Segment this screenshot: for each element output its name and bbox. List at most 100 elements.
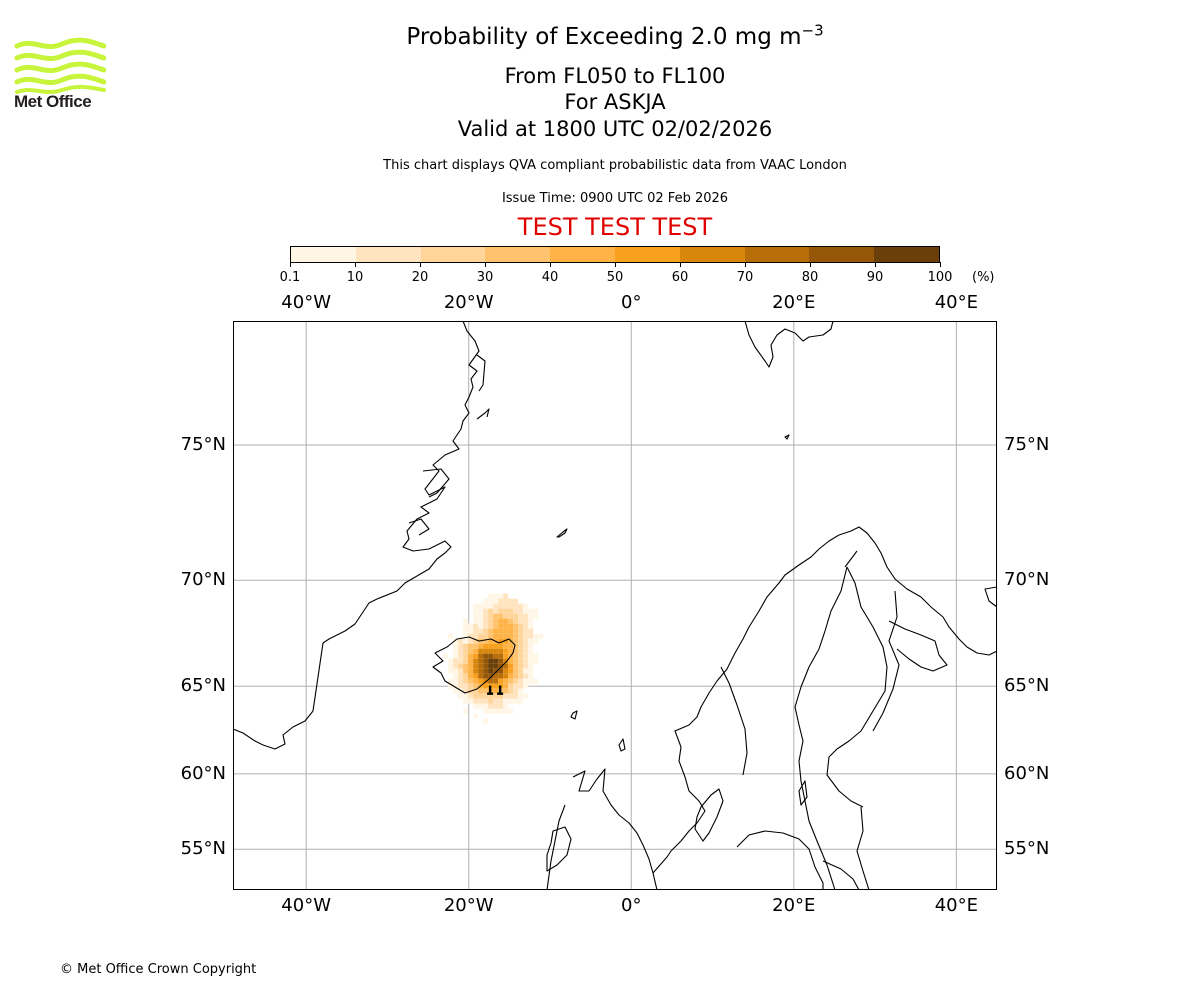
plume-cell: [488, 623, 494, 629]
plume-cell: [473, 673, 479, 679]
plume-cell: [518, 643, 524, 649]
colorbar-tick-mark: [420, 262, 421, 267]
plume-cell: [533, 613, 539, 619]
plume-cell: [513, 658, 519, 664]
plume-cell: [528, 678, 534, 684]
chart-title: Probability of Exceeding 2.0 mg m−3: [0, 23, 1200, 50]
latitude-label-right: 75°N: [1004, 434, 1050, 456]
plume-cell: [463, 688, 469, 694]
probability-map: [233, 321, 997, 890]
plume-cell: [488, 608, 494, 614]
plume-cell: [513, 668, 519, 674]
plume-cell: [478, 648, 484, 654]
plume-cell: [513, 623, 519, 629]
title-main: Probability of Exceeding 2.0 mg m: [406, 24, 802, 50]
plume-cell: [503, 618, 509, 624]
plume-cell: [483, 648, 489, 654]
plume-cell: [533, 653, 539, 659]
longitude-label-top: 20°W: [443, 292, 494, 313]
plume-cell: [488, 653, 494, 659]
colorbar-tick-label: 80: [801, 270, 819, 285]
plume-cell: [493, 628, 499, 634]
border-baltics-east: [856, 806, 870, 890]
plume-cell: [488, 658, 494, 664]
plume-cell: [473, 668, 479, 674]
plume-cell: [443, 653, 449, 659]
longitude-label-top: 0°: [621, 292, 642, 313]
plume-cell: [518, 603, 524, 609]
plume-cell: [513, 618, 519, 624]
plume-cell: [498, 658, 504, 664]
coastline-great-britain: [572, 768, 658, 890]
plume-cell: [483, 598, 489, 604]
plume-cell: [448, 658, 454, 664]
plume-cell: [533, 678, 539, 684]
plume-cell: [503, 608, 509, 614]
plume-cell: [518, 648, 524, 654]
plume-cell: [473, 638, 479, 644]
plume-cell: [448, 668, 454, 674]
plume-cell: [463, 633, 469, 639]
plume-cell: [498, 668, 504, 674]
plume-cell: [493, 678, 499, 684]
coastline-jan-mayen: [556, 528, 568, 538]
longitude-label-bottom: 40°W: [281, 895, 331, 916]
coastlines: [233, 321, 997, 890]
plume-cell: [448, 683, 454, 689]
plume-cell: [483, 608, 489, 614]
latitude-label-right: 65°N: [1004, 675, 1050, 697]
plume-cell: [493, 598, 499, 604]
plume-cell: [498, 698, 504, 704]
plume-cell: [488, 603, 494, 609]
plume-cell: [523, 683, 529, 689]
volcano-marker-icon: [487, 685, 504, 695]
plume-cell: [518, 618, 524, 624]
longitude-label-top: 40°W: [281, 292, 331, 313]
plume-cell: [463, 648, 469, 654]
colorbar-tick-mark: [550, 262, 551, 267]
plume-cell: [508, 598, 514, 604]
plume-cell: [478, 678, 484, 684]
plume-cell: [493, 658, 499, 664]
plume-cell: [513, 613, 519, 619]
plume-cell: [473, 643, 479, 649]
coastline-svalbard: [744, 321, 834, 368]
border-sweden-finland: [844, 550, 858, 568]
longitude-label-top: 20°E: [772, 292, 816, 313]
plume-cell: [528, 628, 534, 634]
plume-cell: [473, 688, 479, 694]
plume-cell: [463, 663, 469, 669]
plume-cell: [508, 658, 514, 664]
plume-cell: [508, 623, 514, 629]
coastline-greenland-bay: [476, 354, 486, 392]
volcano-symbol: [487, 685, 504, 695]
plume-cell: [513, 608, 519, 614]
colorbar-tick-mark: [290, 262, 291, 267]
plume-cell: [493, 693, 499, 699]
colorbar-segment: [550, 247, 615, 262]
plume-cell: [483, 623, 489, 629]
probability-colorbar: [290, 246, 940, 263]
plume-cell: [473, 703, 479, 709]
latitude-label-left: 55°N: [180, 838, 226, 860]
plume-cell: [473, 603, 479, 609]
plume-cell: [518, 653, 524, 659]
met-office-logo-text: Met Office: [14, 92, 92, 111]
plume-cell: [533, 658, 539, 664]
plume-cell: [498, 628, 504, 634]
plume-cell: [488, 593, 494, 599]
plume-cell: [448, 633, 454, 639]
plume-cell: [493, 603, 499, 609]
longitude-label-bottom: 0°: [621, 895, 642, 916]
plume-cell: [488, 703, 494, 709]
plume-cell: [498, 593, 504, 599]
plume-cell: [483, 718, 489, 724]
plume-cell: [488, 698, 494, 704]
border-finland-russia: [872, 590, 900, 732]
plume-cell: [503, 633, 509, 639]
plume-cell: [458, 663, 464, 669]
plume-cell: [523, 638, 529, 644]
colorbar-tick-label: 70: [736, 270, 754, 285]
plume-cell: [478, 623, 484, 629]
colorbar-unit: (%): [972, 270, 995, 285]
